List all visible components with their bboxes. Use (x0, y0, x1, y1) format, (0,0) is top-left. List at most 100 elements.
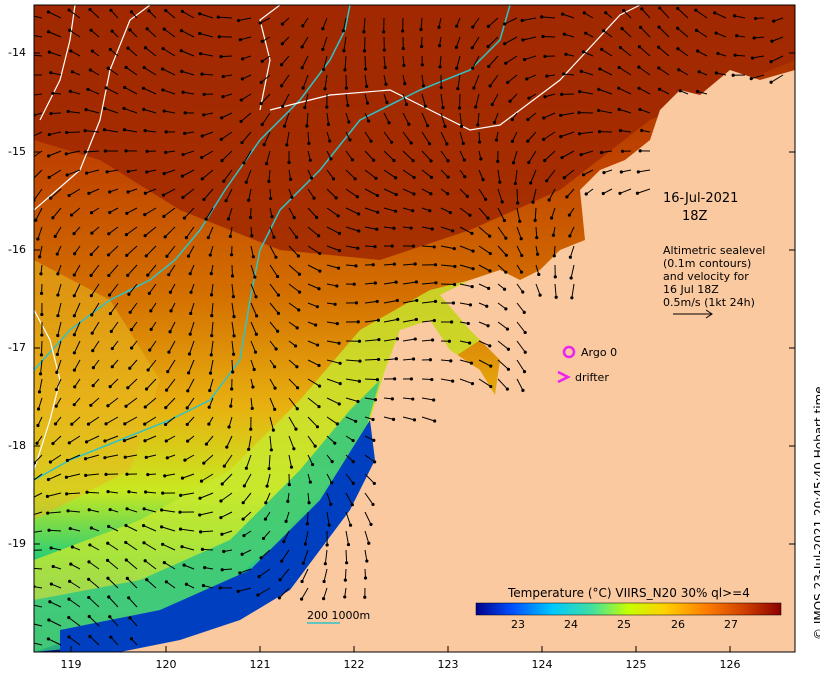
velocity-arrow (39, 378, 43, 392)
velocity-arrow-head (55, 352, 59, 357)
lon-tick-label: 126 (719, 658, 741, 671)
velocity-arrow-head (407, 122, 411, 126)
velocity-arrow-head (265, 484, 269, 488)
velocity-arrow-head (110, 365, 114, 369)
velocity-arrow (126, 207, 138, 214)
velocity-arrow-head (267, 179, 271, 184)
velocity-arrow-head (527, 96, 531, 100)
velocity-arrow (66, 150, 81, 155)
velocity-arrow-head (582, 11, 586, 15)
velocity-arrow-head (321, 596, 326, 601)
velocity-arrow-head (437, 25, 441, 29)
colorbar (475, 602, 782, 616)
velocity-arrow-head (423, 104, 427, 108)
velocity-arrow-head (110, 29, 114, 33)
velocity-arrow-head (733, 14, 737, 18)
velocity-arrow-head (420, 44, 424, 49)
velocity-arrow-head (329, 502, 333, 506)
velocity-arrow (250, 264, 256, 278)
velocity-arrow-head (70, 70, 75, 74)
velocity-arrow-head (189, 311, 193, 316)
velocity-arrow (505, 55, 518, 64)
velocity-arrow-head (542, 137, 546, 141)
velocity-arrow-head (220, 532, 224, 536)
velocity-arrow (88, 597, 100, 608)
velocity-arrow-head (27, 53, 30, 56)
velocity-arrow-head (421, 84, 426, 88)
velocity-arrow-head (128, 28, 132, 32)
velocity-arrow-head (504, 307, 508, 311)
velocity-arrow-head (129, 10, 134, 14)
velocity-arrow (696, 29, 708, 38)
velocity-arrow (221, 112, 233, 119)
velocity-arrow-head (68, 89, 72, 93)
velocity-arrow (183, 564, 195, 570)
velocity-arrow (145, 130, 157, 133)
velocity-arrow (104, 108, 119, 114)
velocity-arrow (66, 473, 81, 478)
velocity-arrow-head (160, 508, 164, 512)
velocity-arrow-head (523, 350, 527, 354)
velocity-arrow (201, 473, 214, 482)
velocity-arrow-head (142, 541, 146, 545)
velocity-arrow (34, 530, 43, 533)
velocity-arrow-head (124, 523, 128, 528)
velocity-arrow (240, 93, 252, 101)
velocity-arrow (402, 318, 417, 323)
velocity-arrow-head (252, 367, 256, 372)
velocity-arrow (164, 226, 176, 238)
velocity-arrow-head (303, 542, 307, 546)
velocity-arrow (345, 454, 354, 462)
velocity-arrow-head (543, 95, 547, 99)
velocity-arrow-head (749, 77, 753, 81)
velocity-arrow (659, 7, 670, 19)
velocity-arrow (144, 207, 157, 216)
lon-tick-label: 120 (155, 658, 177, 671)
velocity-arrow-head (295, 326, 299, 330)
velocity-arrow (250, 321, 257, 335)
velocity-arrow-head (232, 334, 236, 338)
velocity-arrow (771, 36, 784, 42)
velocity-arrow (248, 435, 252, 450)
velocity-arrow (34, 54, 43, 57)
velocity-arrow-head (46, 511, 50, 515)
velocity-arrow-head (88, 634, 92, 639)
velocity-arrow-head (428, 209, 432, 213)
velocity-arrow-head (638, 149, 642, 153)
velocity-arrow (38, 397, 43, 410)
velocity-arrow (283, 530, 290, 542)
velocity-arrow-head (161, 193, 166, 197)
velocity-arrow-head (354, 301, 359, 305)
velocity-arrow (402, 188, 415, 195)
velocity-arrow-head (257, 575, 261, 579)
velocity-arrow-head (453, 282, 457, 287)
velocity-arrow-head (395, 337, 400, 341)
velocity-arrow (569, 226, 575, 237)
velocity-arrow (126, 245, 138, 256)
velocity-arrow-head (676, 47, 680, 51)
velocity-arrow-head (253, 350, 258, 354)
velocity-arrow-head (752, 36, 756, 40)
velocity-arrow (161, 526, 176, 532)
velocity-arrow (107, 577, 119, 589)
velocity-arrow (459, 378, 473, 385)
velocity-arrow (323, 55, 328, 70)
velocity-arrow (383, 338, 398, 342)
velocity-arrow (546, 169, 556, 182)
velocity-arrow-head (496, 159, 500, 164)
velocity-arrow (497, 302, 507, 310)
velocity-arrow-head (481, 177, 485, 182)
velocity-arrow-head (387, 121, 391, 125)
velocity-arrow (751, 74, 765, 80)
velocity-arrow-head (222, 549, 226, 554)
velocity-arrow-head (468, 341, 472, 345)
velocity-arrow (402, 358, 414, 361)
velocity-arrow-head (547, 198, 551, 202)
velocity-arrow-head (40, 333, 44, 337)
velocity-arrow-head (373, 281, 377, 285)
velocity-arrow-head (53, 422, 58, 426)
velocity-arrow (563, 73, 575, 76)
velocity-arrow (509, 93, 518, 102)
velocity-arrow-head (143, 439, 147, 443)
velocity-arrow-head (314, 215, 319, 219)
